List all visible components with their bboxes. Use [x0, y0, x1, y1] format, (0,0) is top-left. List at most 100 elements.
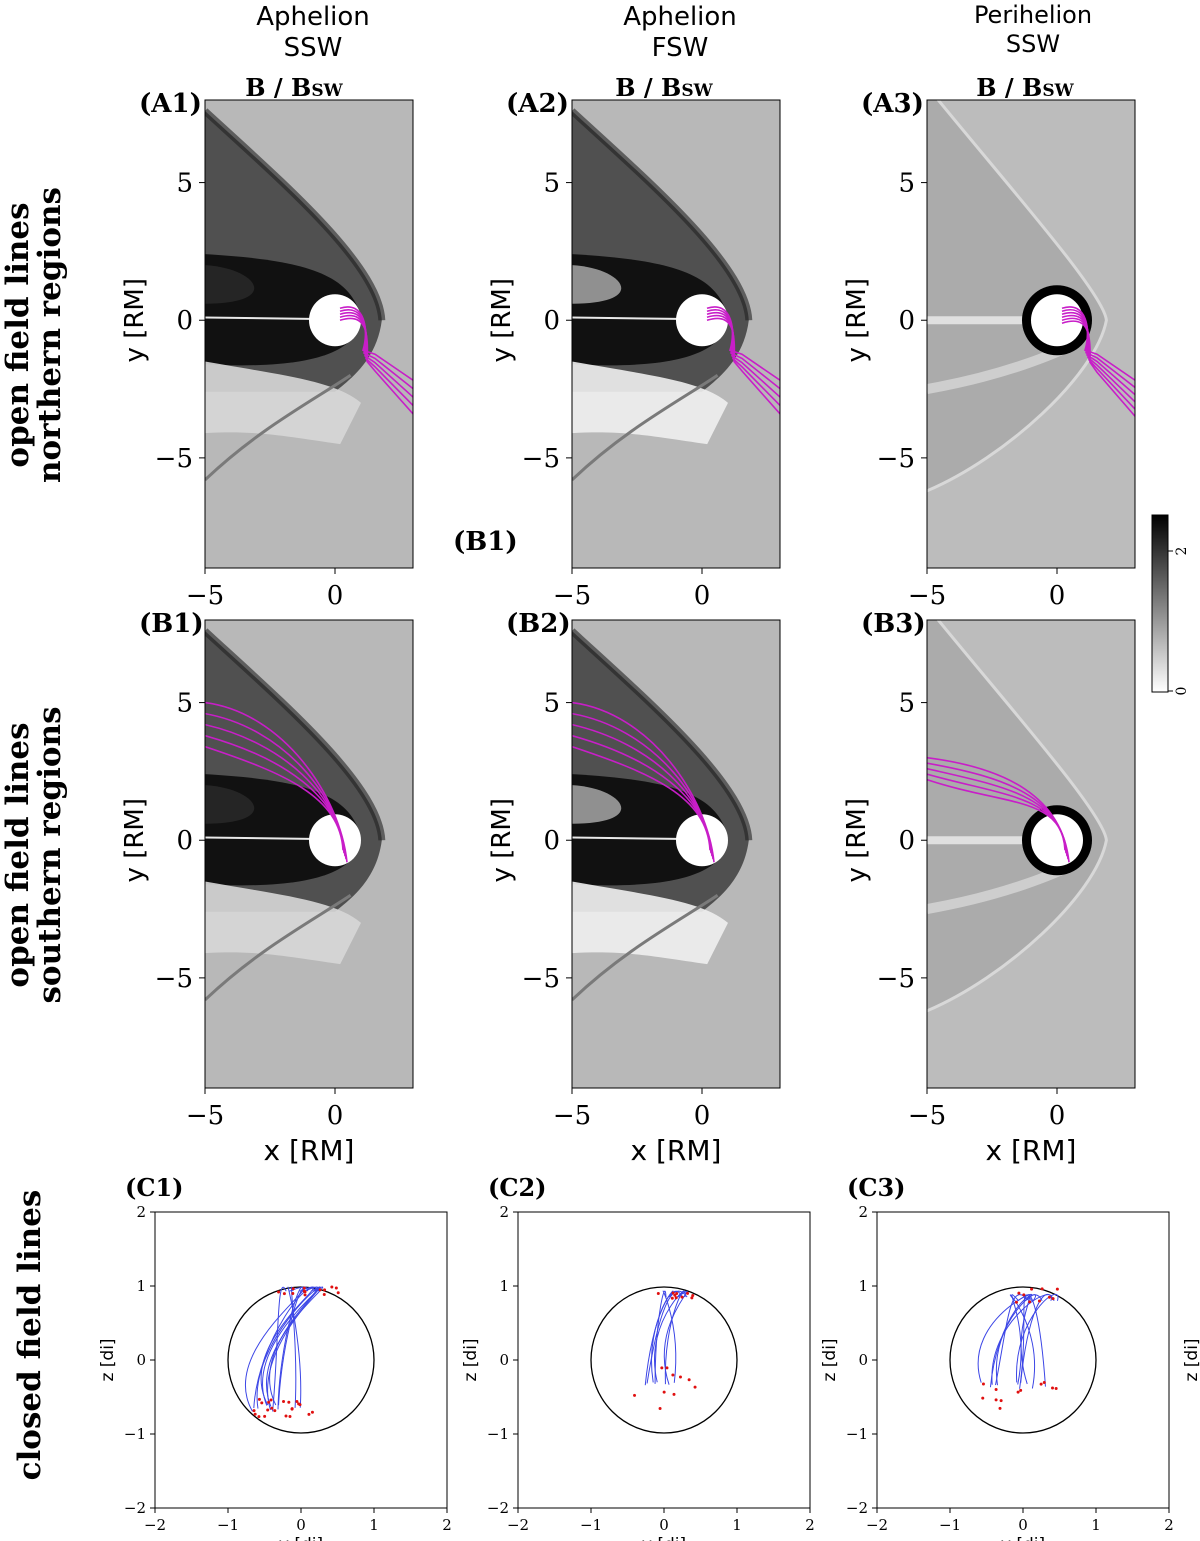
- closed-frame: [154, 1211, 448, 1509]
- y-tick-label: 5: [543, 689, 560, 719]
- footpoint: [674, 1296, 678, 1300]
- map-panel: −5 0 5 0 −5 y [RM] (A2): [487, 89, 781, 611]
- footpoint: [981, 1382, 985, 1386]
- colorbar-max-label: 2: [1174, 547, 1190, 556]
- shock-front: [572, 628, 753, 841]
- southern-plume: [205, 881, 361, 965]
- map-panel: −5 0 5 0 −5 y [RM] x [RM] (B1): [120, 609, 414, 1167]
- quantity-sub: SW: [681, 81, 713, 101]
- closed-field-line: [1020, 1294, 1055, 1383]
- closed-field-panels: −2 −1 0 1 2 2 1 0 −1 −2 y [di] z [di] (C1) −2 −1 0 1 2 2 1 0…: [98, 1173, 1200, 1541]
- y-tick-label: −1: [124, 1425, 146, 1443]
- closed-field-line: [995, 1294, 1036, 1386]
- planet-outline: [590, 1286, 738, 1434]
- footpoint: [1039, 1382, 1043, 1386]
- footpoint: [270, 1406, 274, 1410]
- planet-outline: [949, 1286, 1097, 1434]
- map-frame: [926, 619, 1136, 1089]
- footpoint: [260, 1401, 264, 1405]
- footpoint: [690, 1296, 694, 1300]
- closed-field-line: [291, 1286, 297, 1408]
- column-2-title-line1: Aphelion: [623, 2, 737, 32]
- closed-field-line: [1016, 1294, 1059, 1383]
- planet-disk: [676, 294, 728, 347]
- closed-field-lines: [644, 1290, 688, 1386]
- quantity-label-2: B / BSW: [615, 73, 713, 102]
- footpoint: [291, 1287, 295, 1291]
- footpoint: [1040, 1287, 1044, 1291]
- row-3-label-line1: closed field lines: [12, 1190, 48, 1481]
- footpoint: [266, 1408, 270, 1412]
- x-tick-label: 1: [369, 1516, 379, 1534]
- footpoint: [290, 1407, 294, 1411]
- x-tick-label: −1: [580, 1516, 602, 1534]
- footpoint: [998, 1406, 1002, 1410]
- y-axis-label: z [di]: [461, 1338, 481, 1381]
- closed-field-line: [269, 1286, 319, 1406]
- colorbar: 2 0: [1151, 514, 1190, 695]
- footpoint: [302, 1286, 306, 1290]
- column-3-title-line2: SSW: [1006, 30, 1060, 58]
- x-tick-label: 2: [1164, 1516, 1174, 1534]
- quantity-labels: B / BSW B / BSW B / BSW: [245, 73, 1074, 102]
- closed-field-line: [989, 1294, 1043, 1388]
- row-2-label-line1: open field lines: [0, 722, 36, 987]
- footpoint: [318, 1288, 322, 1292]
- x-tick-label: −5: [186, 581, 224, 611]
- open-field-line: [706, 317, 780, 415]
- panel-label: (C1): [125, 1173, 184, 1202]
- footpoint: [303, 1290, 307, 1294]
- map-frame: [571, 619, 781, 1089]
- panel-label: (A3): [861, 89, 924, 119]
- footpoint: [288, 1415, 292, 1419]
- map-panel-content: [205, 620, 413, 1088]
- lower-shock: [572, 894, 719, 1001]
- y-tick-label: −2: [487, 1499, 509, 1517]
- footpoint: [252, 1409, 256, 1413]
- map-frame: [204, 619, 414, 1089]
- footpoint: [693, 1385, 697, 1389]
- footpoint: [662, 1390, 666, 1394]
- panel-label: (A2): [506, 89, 569, 119]
- quantity-sub: SW: [1042, 81, 1074, 101]
- footpoint: [671, 1373, 675, 1377]
- tail-lobe: [205, 785, 255, 824]
- tail-lobe: [572, 265, 622, 304]
- closed-field-line: [664, 1290, 686, 1385]
- open-field-line: [205, 745, 344, 851]
- shock-front: [205, 628, 386, 841]
- column-headers: Aphelion SSW Aphelion FSW Perihelion SSW: [256, 1, 1092, 63]
- footpoint: [267, 1400, 271, 1404]
- y-tick-label: −5: [155, 444, 193, 474]
- footpoint: [1030, 1287, 1034, 1291]
- x-tick-label: −1: [217, 1516, 239, 1534]
- y-tick-label: 5: [543, 169, 560, 199]
- map-panel-content: [927, 100, 1135, 568]
- footpoint: [1028, 1300, 1032, 1304]
- closed-field-line: [267, 1286, 321, 1411]
- y-tick-label: −5: [877, 964, 915, 994]
- footpoint: [291, 1292, 295, 1296]
- footpoint: [298, 1403, 302, 1407]
- y-tick-label: 1: [499, 1277, 509, 1295]
- x-tick-label: 0: [296, 1516, 306, 1534]
- y-tick-label: 0: [176, 826, 193, 856]
- y-axis-label: y [RM]: [120, 798, 150, 882]
- y-tick-label: 0: [543, 306, 560, 336]
- y-tick-label: 2: [136, 1203, 146, 1221]
- y-axis-label: z [di]: [820, 1338, 840, 1381]
- x-tick-label: −2: [866, 1516, 888, 1534]
- quantity-sub: SW: [311, 81, 343, 101]
- closed-field-line: [1009, 1294, 1035, 1389]
- y-tick-label: −5: [877, 444, 915, 474]
- tail-lobe: [572, 785, 622, 824]
- x-tick-label: 0: [694, 1101, 711, 1131]
- y-tick-label: 5: [176, 689, 193, 719]
- y-tick-label: 1: [858, 1277, 868, 1295]
- footpoint: [1016, 1390, 1020, 1394]
- y-tick-label: −5: [155, 964, 193, 994]
- footpoint: [253, 1412, 257, 1416]
- closed-field-lines: [977, 1293, 1059, 1389]
- map-panel-content: [572, 620, 780, 1088]
- footpoint: [680, 1295, 684, 1299]
